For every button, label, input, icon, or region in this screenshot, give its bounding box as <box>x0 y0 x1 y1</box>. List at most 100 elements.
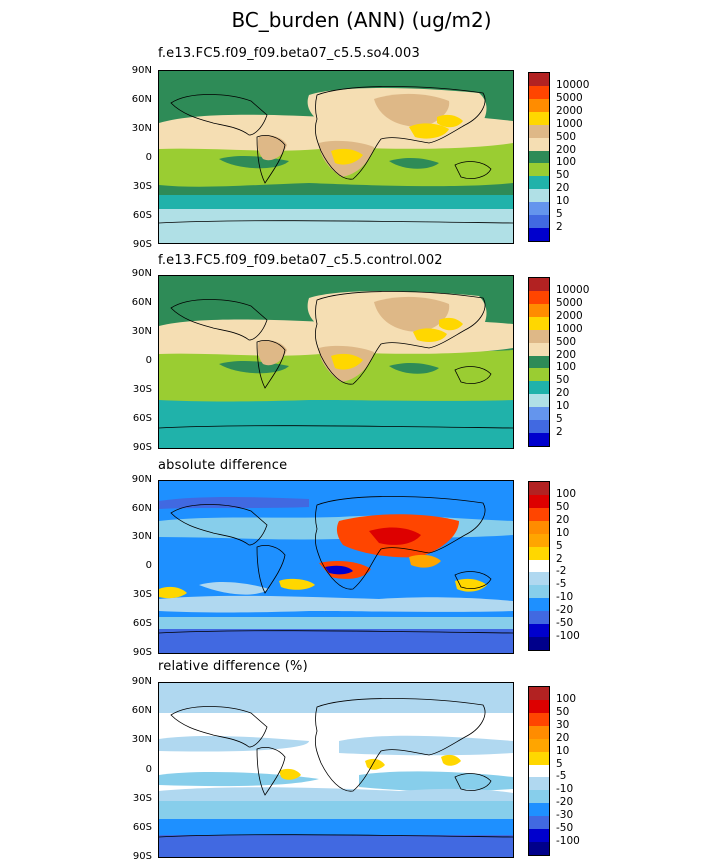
colorbar-swatch <box>529 202 549 216</box>
lat-label-30s-3: 30S <box>132 589 152 600</box>
lat-label-90s-3: 90S <box>132 647 152 658</box>
lat-label-eq-1: 0 <box>145 152 152 163</box>
colorbar-swatch <box>529 290 549 304</box>
colorbar-swatch <box>529 137 549 151</box>
colorbar-level-label: 5 <box>556 757 563 770</box>
lat-label-60s-4: 60S <box>132 822 152 833</box>
colorbar-swatch <box>529 407 549 421</box>
lat-label-30n-2: 30N <box>131 326 152 337</box>
lat-label-30s-2: 30S <box>132 384 152 395</box>
lat-label-60s-3: 60S <box>132 618 152 629</box>
lat-label-60n-3: 60N <box>131 503 152 514</box>
lat-label-90n-2: 90N <box>131 268 152 279</box>
panel-title-2: f.e13.FC5.f09_f09.beta07_c5.5.control.00… <box>158 253 443 268</box>
colorbar-level-label: 20 <box>556 387 570 400</box>
colorbar-swatch <box>529 533 549 547</box>
colorbar-swatch <box>529 699 549 713</box>
lat-label-90s-4: 90S <box>132 851 152 862</box>
map-panel-4 <box>158 682 514 858</box>
colorbar-swatch <box>529 85 549 99</box>
colorbar-4 <box>528 686 550 856</box>
colorbar-level-label: 5000 <box>556 296 583 309</box>
lat-label-eq-4: 0 <box>145 764 152 775</box>
map-burden-so4 <box>159 71 513 243</box>
colorbar-level-label: -20 <box>556 604 574 617</box>
lat-label-90s-1: 90S <box>132 239 152 250</box>
colorbar-swatch <box>529 585 549 599</box>
lat-label-60s-2: 60S <box>132 413 152 424</box>
colorbar-swatch <box>529 546 549 560</box>
colorbar-swatch <box>529 215 549 229</box>
colorbar-swatch <box>529 124 549 138</box>
colorbar-level-label: 5000 <box>556 91 583 104</box>
colorbar-level-label: 500 <box>556 130 577 143</box>
colorbar-swatch <box>529 303 549 317</box>
colorbar-level-label: 1000 <box>556 117 583 130</box>
colorbar-swatch <box>529 803 549 817</box>
map-panel-3 <box>158 480 514 654</box>
colorbar-swatch <box>529 777 549 791</box>
colorbar-swatch <box>529 687 549 700</box>
colorbar-level-label: 20 <box>556 182 570 195</box>
colorbar-3 <box>528 481 550 651</box>
colorbar-level-label: -30 <box>556 809 574 822</box>
colorbar-level-label: 50 <box>556 169 570 182</box>
colorbar-level-label: 50 <box>556 500 570 513</box>
colorbar-level-label: 5 <box>556 208 563 221</box>
colorbar-swatch <box>529 342 549 356</box>
colorbar-swatch <box>529 420 549 434</box>
lat-label-90n-3: 90N <box>131 474 152 485</box>
colorbar-swatch <box>529 712 549 726</box>
lat-label-90n-4: 90N <box>131 676 152 687</box>
colorbar-swatch <box>529 637 549 650</box>
colorbar-swatch <box>529 494 549 508</box>
map-burden-control <box>159 276 513 448</box>
colorbar-level-label: -10 <box>556 591 574 604</box>
colorbar-1 <box>528 72 550 242</box>
colorbar-level-label: -10 <box>556 783 574 796</box>
colorbar-swatch <box>529 111 549 125</box>
colorbar-level-label: 2000 <box>556 104 583 117</box>
colorbar-swatch <box>529 738 549 752</box>
colorbar-level-label: 100 <box>556 487 577 500</box>
lat-label-30n-3: 30N <box>131 531 152 542</box>
colorbar-swatch <box>529 829 549 843</box>
colorbar-swatch <box>529 572 549 586</box>
colorbar-swatch <box>529 329 549 343</box>
colorbar-swatch <box>529 559 549 573</box>
colorbar-level-label: -50 <box>556 822 574 835</box>
colorbar-level-label: 30 <box>556 718 570 731</box>
colorbar-level-label: -2 <box>556 565 567 578</box>
lat-label-30n-4: 30N <box>131 734 152 745</box>
colorbar-level-label: 5 <box>556 539 563 552</box>
lat-label-30s-4: 30S <box>132 793 152 804</box>
lat-label-30n-1: 30N <box>131 123 152 134</box>
lat-label-60n-4: 60N <box>131 705 152 716</box>
colorbar-swatch <box>529 381 549 395</box>
colorbar-swatch <box>529 507 549 521</box>
map-absolute-difference <box>159 481 513 653</box>
figure-title: BC_burden (ANN) (ug/m2) <box>231 8 492 32</box>
colorbar-swatch <box>529 176 549 190</box>
colorbar-swatch <box>529 751 549 765</box>
colorbar-swatch <box>529 433 549 446</box>
colorbar-level-label: 500 <box>556 335 577 348</box>
panel-title-4: relative difference (%) <box>158 659 308 674</box>
colorbar-level-label: 2 <box>556 426 563 439</box>
colorbar-level-label: 2 <box>556 552 563 565</box>
colorbar-level-label: 10 <box>556 526 570 539</box>
colorbar-swatch <box>529 842 549 855</box>
colorbar-level-label: 10 <box>556 195 570 208</box>
colorbar-level-label: 1000 <box>556 322 583 335</box>
colorbar-level-label: 10 <box>556 400 570 413</box>
lat-label-60n-1: 60N <box>131 94 152 105</box>
panel-title-3: absolute difference <box>158 458 288 473</box>
colorbar-level-label: 50 <box>556 705 570 718</box>
colorbar-level-label: 10 <box>556 744 570 757</box>
colorbar-level-label: 2 <box>556 221 563 234</box>
colorbar-level-label: 200 <box>556 348 577 361</box>
colorbar-swatch <box>529 278 549 291</box>
colorbar-swatch <box>529 163 549 177</box>
colorbar-level-label: -50 <box>556 617 574 630</box>
lat-label-eq-2: 0 <box>145 355 152 366</box>
